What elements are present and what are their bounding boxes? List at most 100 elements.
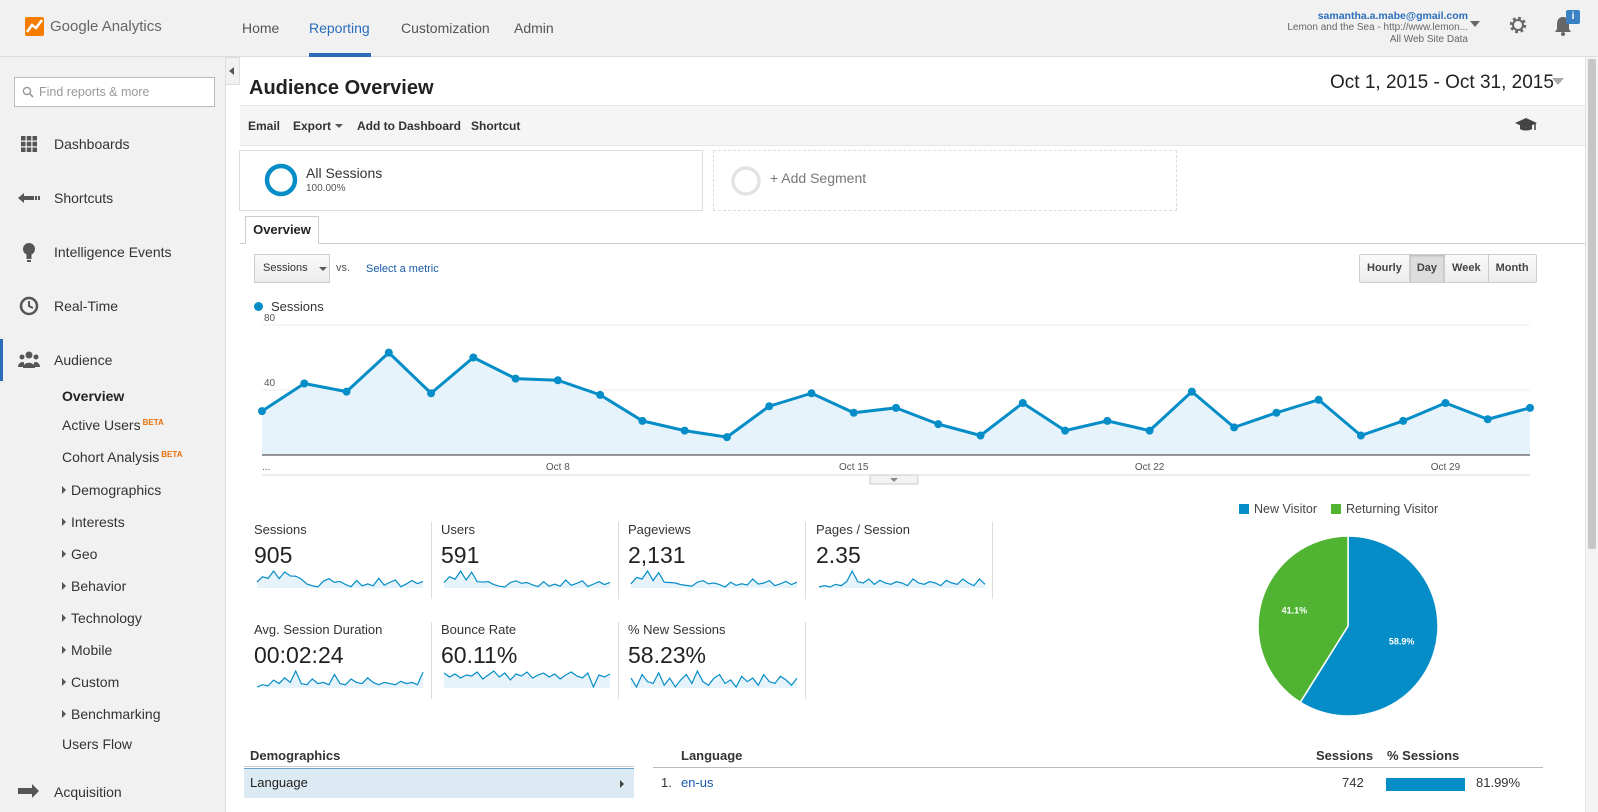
chevron-right-icon <box>620 780 624 788</box>
pie-slice[interactable] <box>1299 535 1439 717</box>
row-language-link[interactable]: en-us <box>681 775 714 790</box>
nav-admin[interactable]: Admin <box>514 20 554 36</box>
data-point[interactable] <box>1145 426 1154 435</box>
pie-slice[interactable] <box>1257 535 1349 704</box>
nav-customization[interactable]: Customization <box>401 20 490 36</box>
metric-sessions[interactable]: Sessions 905 <box>254 522 441 598</box>
sparkline-line <box>630 569 798 588</box>
sidebar-sub-cohort-analysis[interactable]: Cohort Analysis BETA <box>62 449 182 465</box>
data-point[interactable] <box>1061 426 1070 435</box>
data-point[interactable] <box>511 374 520 383</box>
sidebar-sub-technology[interactable]: Technology <box>62 610 142 626</box>
data-point[interactable] <box>258 407 266 416</box>
x-tick-label: Oct 15 <box>839 462 869 473</box>
tab-overview[interactable]: Overview <box>245 216 319 244</box>
data-point[interactable] <box>1272 408 1281 417</box>
data-point[interactable] <box>849 408 858 417</box>
sidebar-sub-benchmarking[interactable]: Benchmarking <box>62 706 161 722</box>
sidebar-sub-custom[interactable]: Custom <box>62 674 119 690</box>
data-point[interactable] <box>1103 416 1112 425</box>
data-point[interactable] <box>1230 423 1239 432</box>
metric-users[interactable]: Users 591 <box>441 522 628 598</box>
period-month-button[interactable]: Month <box>1488 255 1536 282</box>
data-point[interactable] <box>300 379 309 388</box>
shortcut-button[interactable]: Shortcut <box>471 119 521 133</box>
legend-returning-visitor[interactable]: Returning Visitor <box>1330 502 1438 516</box>
metric-avg-session-duration[interactable]: Avg. Session Duration 00:02:24 <box>254 622 441 698</box>
data-point[interactable] <box>596 390 605 399</box>
add-to-dashboard-button[interactable]: Add to Dashboard <box>357 119 461 133</box>
segment-all-sessions[interactable]: All Sessions 100.00% <box>239 150 703 211</box>
demographics-language-row[interactable]: Language <box>244 768 634 798</box>
nav-reporting[interactable]: Reporting <box>309 20 370 36</box>
sidebar-sub-interests[interactable]: Interests <box>62 514 125 530</box>
sidebar-item-audience[interactable]: Audience <box>0 339 226 381</box>
logo[interactable]: Google Analytics <box>25 17 162 36</box>
metric-select[interactable]: Sessions <box>254 254 330 283</box>
sidebar-sub-demographics[interactable]: Demographics <box>62 482 161 498</box>
metric-new-sessions-percent[interactable]: % New Sessions 58.23% <box>628 622 815 698</box>
data-point[interactable] <box>1018 399 1027 407</box>
nav-home[interactable]: Home <box>242 20 280 36</box>
search-input[interactable]: Find reports & more <box>14 77 215 107</box>
export-button[interactable]: Export <box>293 119 344 133</box>
y-tick-label: 40 <box>264 378 276 389</box>
metric-value: 00:02:24 <box>254 642 344 668</box>
period-day-button[interactable]: Day <box>1409 255 1446 282</box>
metric-pages-per-session[interactable]: Pages / Session 2.35 <box>816 522 1003 598</box>
data-point[interactable] <box>342 387 351 396</box>
sidebar-item-dashboards[interactable]: Dashboards <box>0 129 226 159</box>
sidebar-sub-mobile[interactable]: Mobile <box>62 642 112 658</box>
data-point[interactable] <box>1441 399 1450 407</box>
metric-pageviews[interactable]: Pageviews 2,131 <box>628 522 815 598</box>
data-point[interactable] <box>384 348 393 357</box>
gear-icon[interactable] <box>1508 15 1528 35</box>
date-range-dropdown-icon[interactable] <box>1552 78 1564 85</box>
date-range-picker[interactable]: Oct 1, 2015 - Oct 31, 2015 <box>1324 67 1569 99</box>
visitor-pie-chart: 58.9% 41.1% <box>1257 535 1439 717</box>
data-point[interactable] <box>1187 387 1196 396</box>
scrollbar-thumb[interactable] <box>1588 59 1596 549</box>
account-dropdown-icon[interactable] <box>1470 21 1480 27</box>
sidebar-item-acquisition[interactable]: Acquisition <box>0 777 226 807</box>
collapse-sidebar-button[interactable] <box>226 57 240 85</box>
sidebar-sub-geo[interactable]: Geo <box>62 546 97 562</box>
data-point[interactable] <box>722 433 731 442</box>
data-point[interactable] <box>1483 415 1492 424</box>
account-selector[interactable]: samantha.a.mabe@gmail.com Lemon and the … <box>1287 10 1468 46</box>
data-point[interactable] <box>892 403 900 412</box>
data-point[interactable] <box>680 426 689 435</box>
period-hourly-button[interactable]: Hourly <box>1360 255 1410 282</box>
data-point[interactable] <box>765 402 774 411</box>
data-point[interactable] <box>1314 395 1323 404</box>
period-week-button[interactable]: Week <box>1445 255 1489 282</box>
sidebar-sub-overview[interactable]: Overview <box>62 388 125 404</box>
sidebar-item-shortcuts[interactable]: Shortcuts <box>0 183 226 213</box>
data-point[interactable] <box>427 389 436 398</box>
data-point[interactable] <box>1399 416 1408 425</box>
top-bar: Google Analytics Home Reporting Customiz… <box>0 0 1598 57</box>
add-segment-button[interactable]: + Add Segment <box>713 150 1177 211</box>
sidebar-sub-behavior[interactable]: Behavior <box>62 578 126 594</box>
data-point[interactable] <box>553 376 562 385</box>
scrollbar[interactable] <box>1585 57 1598 812</box>
legend-new-visitor[interactable]: New Visitor <box>1239 502 1317 516</box>
sidebar-sub-active-users[interactable]: Active Users BETA <box>62 417 164 433</box>
data-point[interactable] <box>638 416 647 425</box>
select-metric-link[interactable]: Select a metric <box>366 263 439 275</box>
data-point[interactable] <box>1356 431 1365 440</box>
row-sessions: 742 <box>1342 775 1364 790</box>
sparkline-line <box>818 569 986 588</box>
email-button[interactable]: Email <box>248 119 281 133</box>
sidebar-item-intelligence-events[interactable]: Intelligence Events <box>0 237 226 267</box>
metric-bounce-rate[interactable]: Bounce Rate 60.11% <box>441 622 628 698</box>
graduation-cap-icon[interactable] <box>1515 117 1537 133</box>
notification-badge[interactable]: i <box>1566 10 1580 24</box>
sidebar-sub-users-flow[interactable]: Users Flow <box>62 736 133 752</box>
data-point[interactable] <box>469 353 478 362</box>
sidebar-item-real-time[interactable]: Real-Time <box>0 291 226 321</box>
data-point[interactable] <box>934 420 943 429</box>
data-point[interactable] <box>1526 403 1534 412</box>
data-point[interactable] <box>807 389 816 398</box>
data-point[interactable] <box>976 431 985 440</box>
